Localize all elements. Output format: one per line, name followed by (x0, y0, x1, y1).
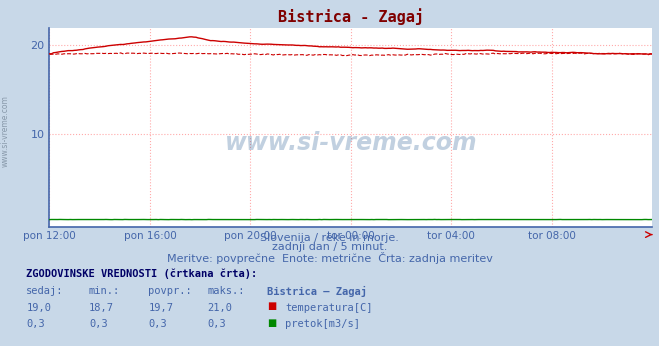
Text: Meritve: povprečne  Enote: metrične  Črta: zadnja meritev: Meritve: povprečne Enote: metrične Črta:… (167, 252, 492, 264)
Text: maks.:: maks.: (208, 286, 245, 296)
Text: temperatura[C]: temperatura[C] (285, 303, 373, 313)
Text: 21,0: 21,0 (208, 303, 233, 313)
Text: 0,3: 0,3 (208, 319, 226, 329)
Text: Bistrica – Zagaj: Bistrica – Zagaj (267, 286, 367, 297)
Text: ■: ■ (267, 318, 276, 328)
Text: www.si-vreme.com: www.si-vreme.com (225, 131, 477, 155)
Text: Slovenija / reke in morje.: Slovenija / reke in morje. (260, 233, 399, 243)
Text: 0,3: 0,3 (26, 319, 45, 329)
Text: 0,3: 0,3 (148, 319, 167, 329)
Text: 19,0: 19,0 (26, 303, 51, 313)
Text: povpr.:: povpr.: (148, 286, 192, 296)
Text: 19,7: 19,7 (148, 303, 173, 313)
Text: sedaj:: sedaj: (26, 286, 64, 296)
Text: min.:: min.: (89, 286, 120, 296)
Text: 0,3: 0,3 (89, 319, 107, 329)
Text: pretok[m3/s]: pretok[m3/s] (285, 319, 360, 329)
Text: ZGODOVINSKE VREDNOSTI (črtkana črta):: ZGODOVINSKE VREDNOSTI (črtkana črta): (26, 268, 258, 279)
Text: zadnji dan / 5 minut.: zadnji dan / 5 minut. (272, 242, 387, 252)
Text: 18,7: 18,7 (89, 303, 114, 313)
Text: ■: ■ (267, 301, 276, 311)
Title: Bistrica - Zagaj: Bistrica - Zagaj (278, 8, 424, 25)
Text: www.si-vreme.com: www.si-vreme.com (1, 95, 10, 167)
